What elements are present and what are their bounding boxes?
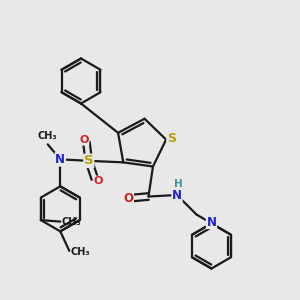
Text: N: N bbox=[172, 188, 182, 202]
Text: N: N bbox=[55, 153, 65, 166]
Text: N: N bbox=[206, 215, 217, 229]
Text: O: O bbox=[94, 176, 103, 186]
Text: CH₃: CH₃ bbox=[38, 131, 58, 141]
Text: S: S bbox=[167, 132, 176, 145]
Text: O: O bbox=[79, 135, 89, 145]
Text: S: S bbox=[84, 154, 94, 167]
Text: CH₃: CH₃ bbox=[71, 247, 90, 257]
Text: H: H bbox=[174, 178, 183, 189]
Text: O: O bbox=[123, 191, 134, 205]
Text: CH₃: CH₃ bbox=[62, 217, 81, 226]
